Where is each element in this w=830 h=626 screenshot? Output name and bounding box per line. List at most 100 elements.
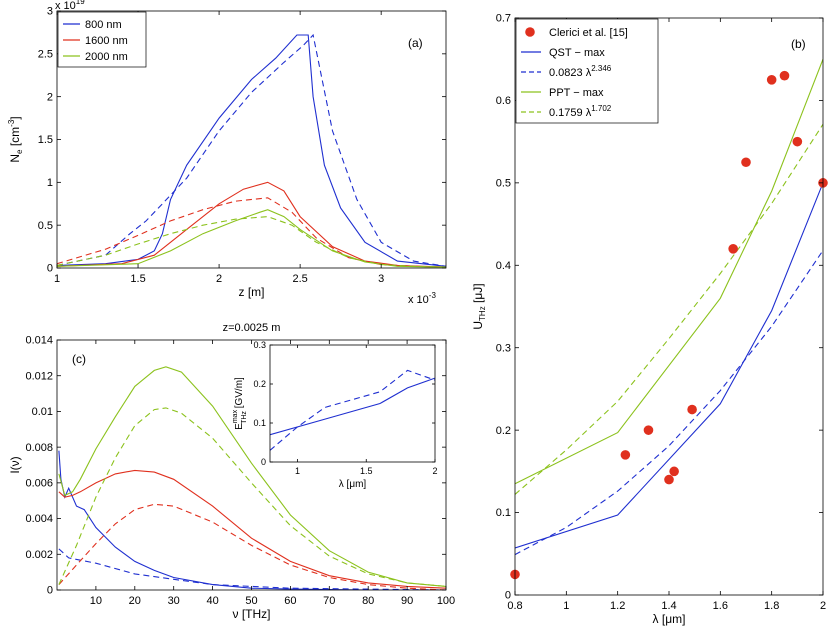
y-axis-label: Emax THz [GV/m] — [232, 377, 248, 430]
data-point — [792, 136, 803, 147]
series-group — [515, 59, 823, 556]
data-point — [643, 425, 654, 435]
panel-label: (b) — [791, 37, 806, 51]
x-axis-label: z [m] — [239, 285, 265, 299]
y-tick-label: 0.01 — [32, 406, 53, 418]
legend-label: QST − max — [549, 47, 605, 59]
y-tick-label: 0.6 — [496, 95, 511, 107]
panel-a: 1 1.5 2 2.5 3 0 0.5 1 1.5 2 2.5 3 z [m] Ne [cm-3] (a) x… — [7, 0, 447, 306]
x-tick-label: 1.4 — [661, 600, 676, 612]
y-tick-label: 0.004 — [25, 513, 53, 525]
series-group — [57, 33, 446, 268]
x-tick-label: 80 — [362, 595, 374, 607]
y-tick-label: 0 — [505, 590, 511, 602]
series-line-3 — [515, 59, 823, 485]
x-axis-label: ν [THz] — [233, 607, 271, 621]
x-axis-label: λ [μm] — [653, 612, 686, 626]
y-tick-label: 0.002 — [25, 549, 53, 561]
data-point — [669, 466, 679, 477]
panel-c-inset: 1 1.5 2 0 0.1 0.2 0.3 λ [μm] Emax THz [GV/m] — [232, 340, 438, 490]
x-tick-label: 1 — [54, 273, 60, 285]
x-tick-label: 2 — [820, 600, 826, 612]
y-axis-label: UTHz [μJ] — [471, 283, 487, 329]
y-axis-label: I(ν) — [8, 456, 22, 473]
series-line-5 — [58, 366, 446, 587]
y-tick-label: 0 — [47, 263, 53, 275]
series-group — [270, 369, 435, 451]
y-tick-label: 0 — [47, 585, 53, 597]
legend-label: 800 nm — [85, 19, 122, 31]
series-line-4 — [57, 197, 446, 268]
y-tick-label: 0.014 — [25, 335, 53, 347]
x-tick-label: 2 — [432, 466, 437, 476]
x-tick-label: 1.2 — [610, 600, 625, 612]
series-line-2 — [57, 33, 446, 267]
data-point — [741, 157, 751, 168]
y-tick-label: 0.5 — [496, 178, 511, 190]
legend-box — [515, 18, 659, 124]
series-line-2 — [270, 369, 435, 451]
y-tick-label: 0.1 — [496, 507, 511, 519]
x-multiplier: x 10-3 — [408, 291, 436, 306]
x-tick-label: 1.8 — [764, 600, 779, 612]
y-tick-label: 1 — [47, 177, 53, 189]
y-tick-label: 0.2 — [253, 379, 266, 389]
panel-label: (c) — [72, 352, 86, 366]
data-point — [620, 450, 631, 460]
series-line-3 — [58, 469, 446, 589]
panel-b: 0.8 1 1.2 1.4 1.6 1.8 2 0 0.1 0.2 0.3 0.4 0.5 0.6 0.7 λ… — [471, 13, 828, 626]
x-tick-label: 2.5 — [292, 273, 307, 285]
series-line-1 — [515, 182, 823, 549]
y-tick-label: 0.3 — [496, 342, 511, 354]
y-tick-label: 0.7 — [496, 13, 511, 25]
data-point — [779, 70, 790, 81]
legend-label: 2000 nm — [85, 51, 128, 63]
x-tick-label: 1 — [295, 466, 300, 476]
y-tick-label: 0.4 — [496, 260, 511, 272]
x-tick-label: 90 — [401, 595, 413, 607]
y-tick-label: 0 — [261, 457, 266, 467]
y-tick-label: 3 — [47, 6, 53, 18]
data-point — [728, 244, 738, 254]
series-line-1 — [270, 377, 435, 436]
y-tick-label: 0.006 — [25, 478, 53, 490]
x-tick-label: 0.8 — [507, 600, 522, 612]
y-tick-label: 2.5 — [38, 49, 53, 61]
y-tick-label: 2 — [47, 91, 53, 103]
data-point — [687, 404, 697, 415]
x-tick-label: 70 — [323, 595, 335, 607]
x-tick-label: 1.5 — [360, 466, 373, 476]
y-multiplier: x 1019 — [55, 0, 85, 12]
data-point — [766, 75, 777, 85]
y-tick-label: 0.2 — [496, 425, 511, 437]
y-tick-label: 0.008 — [25, 442, 53, 454]
series-line-1 — [57, 34, 446, 267]
x-tick-label: 60 — [284, 595, 296, 607]
plot-area — [270, 345, 435, 462]
y-tick-label: 1.5 — [38, 134, 53, 146]
x-tick-label: 10 — [90, 595, 102, 607]
panel-label: (a) — [408, 36, 423, 50]
x-tick-label: 40 — [206, 595, 218, 607]
legend-label: Clerici et al. [15] — [549, 27, 628, 39]
series-line-6 — [58, 407, 446, 587]
y-tick-label: 0.012 — [25, 370, 53, 382]
series-line-4 — [58, 503, 446, 590]
y-axis-label: Ne [cm-3] — [7, 116, 24, 162]
series-line-2 — [58, 548, 446, 590]
y-tick-label: 0.5 — [38, 220, 53, 232]
series-group — [58, 366, 446, 590]
series-line-1 — [58, 450, 446, 590]
y-tick-label: 0.3 — [253, 340, 266, 350]
x-tick-label: 2 — [216, 273, 222, 285]
x-tick-label: 1 — [563, 600, 569, 612]
x-tick-label: 3 — [378, 273, 384, 285]
x-tick-label: 20 — [129, 595, 141, 607]
x-tick-label: 1.6 — [713, 600, 728, 612]
x-tick-label: 1.5 — [130, 273, 145, 285]
data-point — [664, 474, 674, 485]
x-tick-label: 30 — [168, 595, 180, 607]
series-line-5 — [57, 209, 446, 268]
legend-marker — [525, 27, 535, 37]
